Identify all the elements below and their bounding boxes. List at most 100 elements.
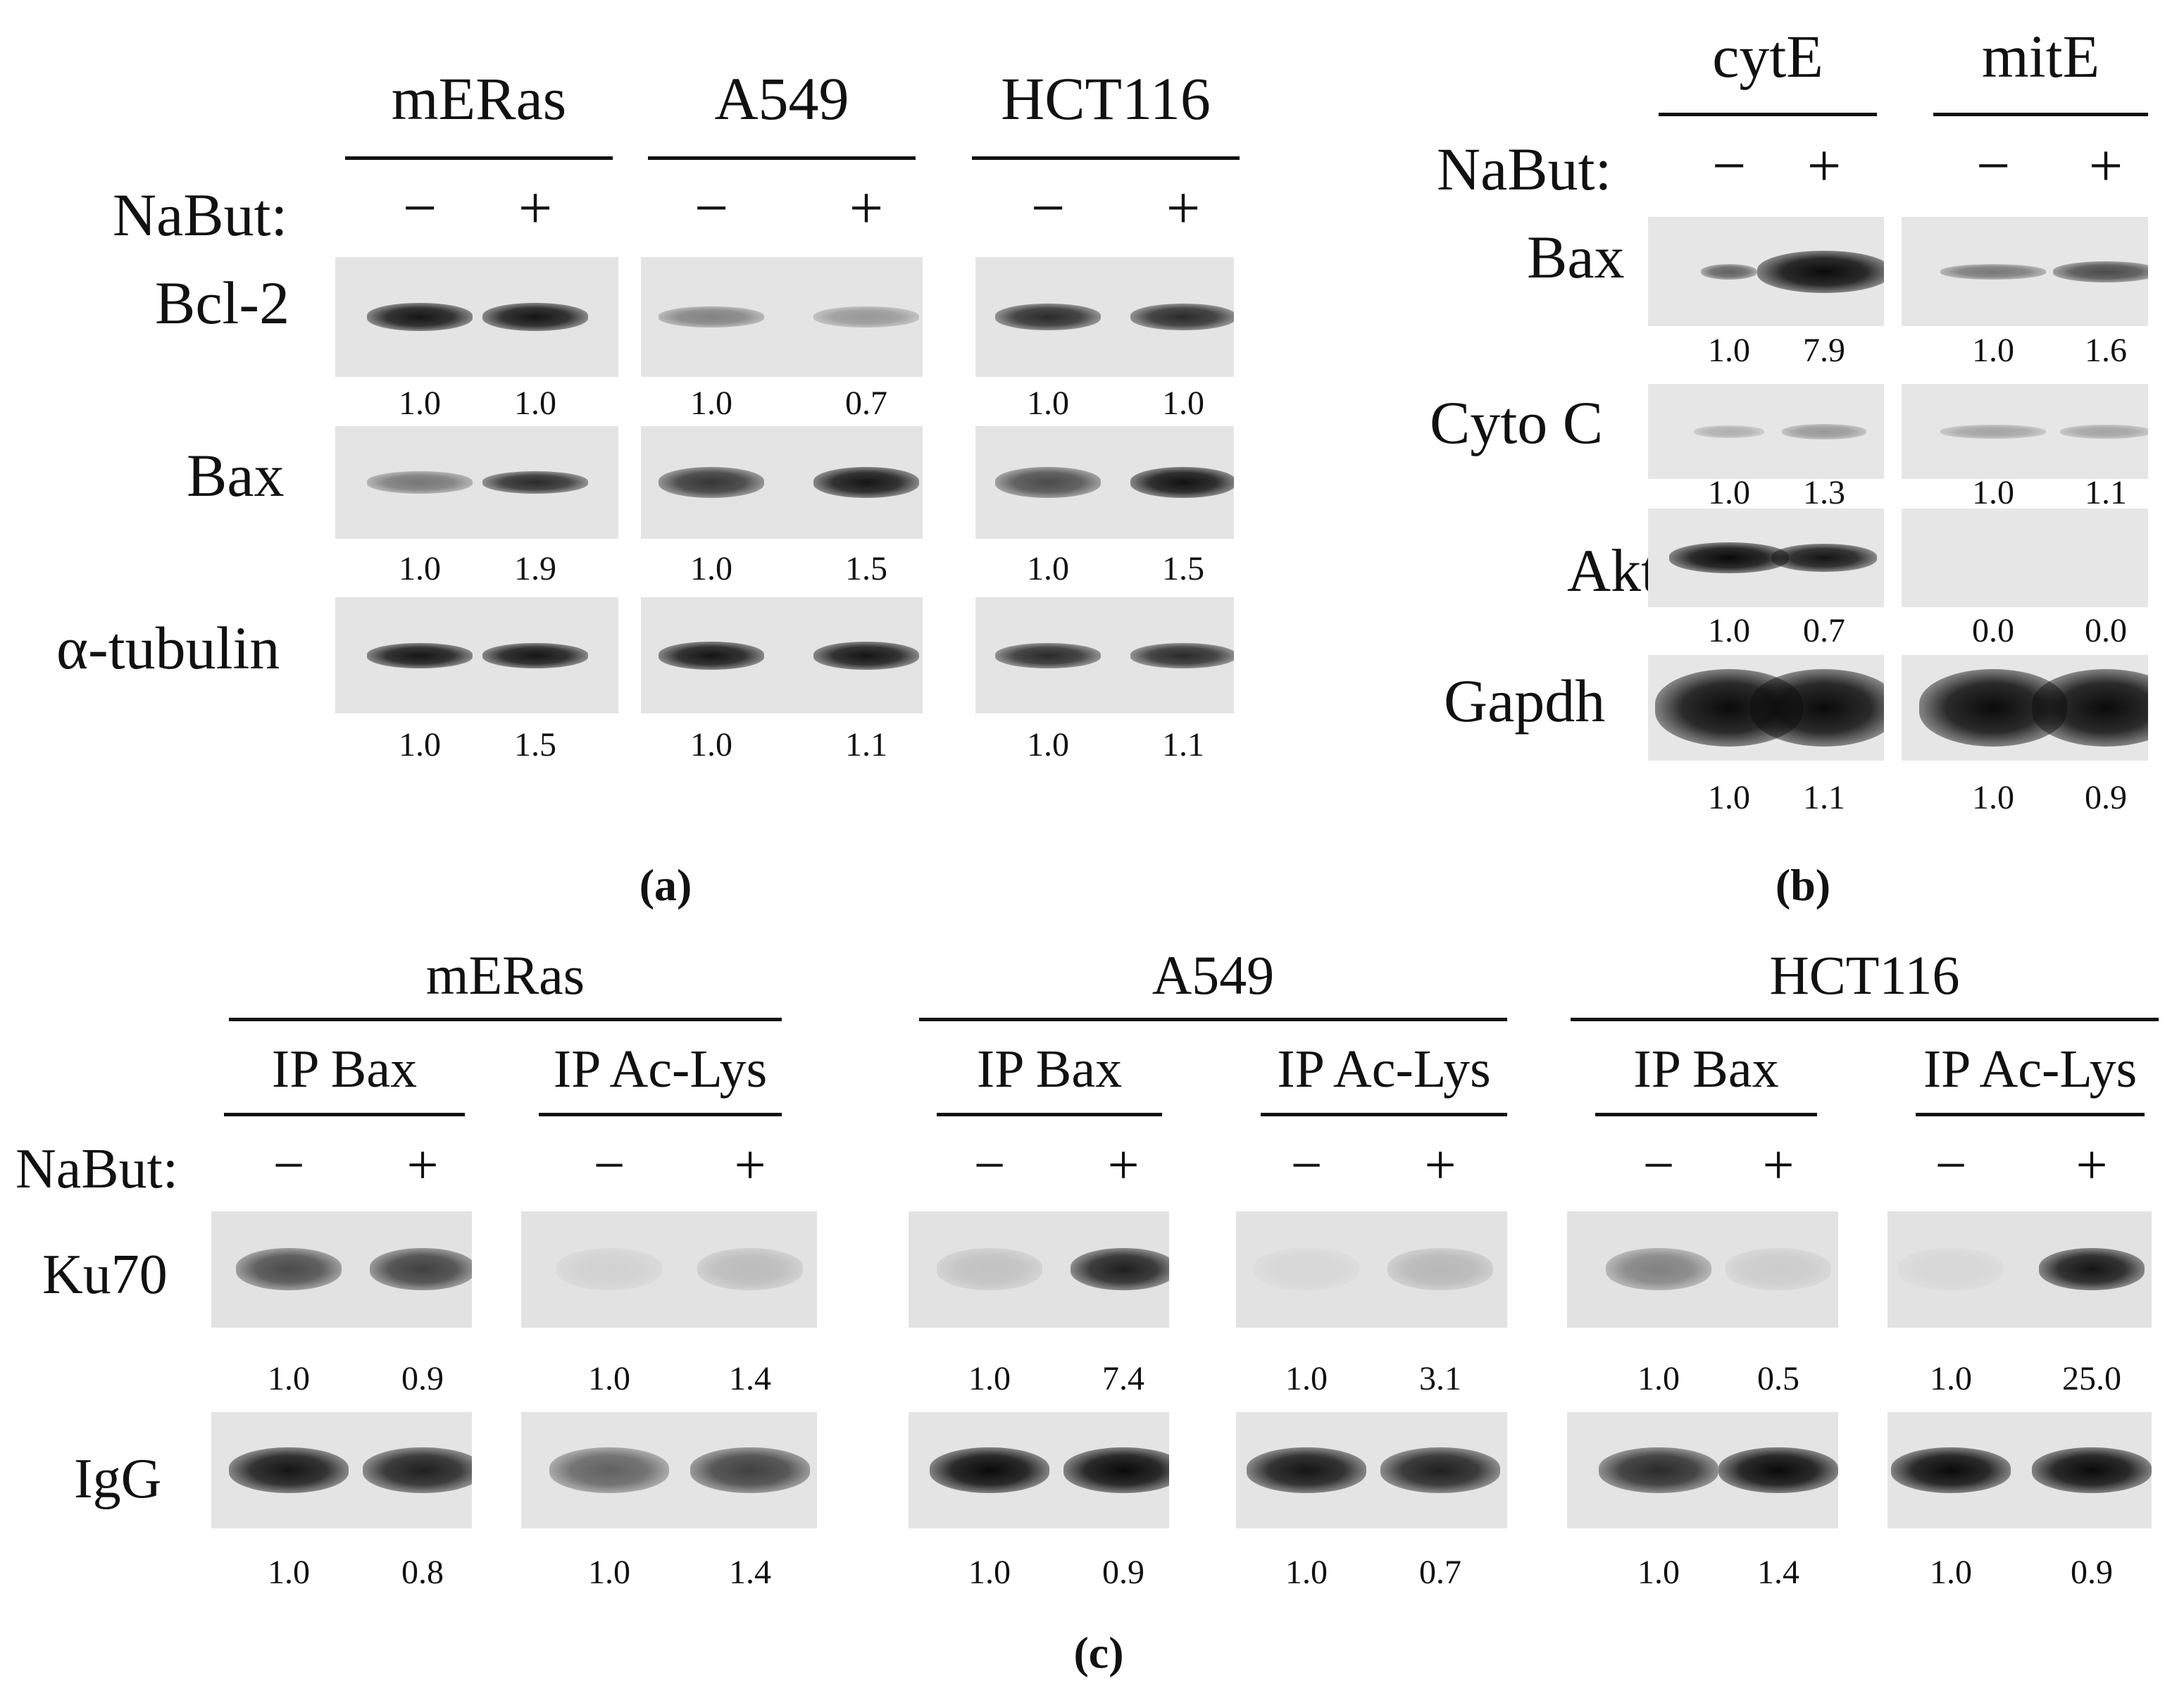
panel-b-blot-bax xyxy=(1902,217,2148,326)
panel-c-cell-line-header: A549 xyxy=(1152,944,1275,1006)
panel-c-band xyxy=(1071,1248,1169,1290)
panel-a-band xyxy=(813,641,919,670)
panel-a-blot-bcl2 xyxy=(641,257,923,377)
panel-c-band xyxy=(937,1248,1042,1290)
panel-c-ip-rule xyxy=(1595,1113,1817,1116)
panel-c-blot-igg xyxy=(909,1412,1169,1528)
panel-c-band xyxy=(2032,1447,2152,1493)
panel-b-quant-value: 1.1 xyxy=(2085,474,2127,511)
panel-b-band xyxy=(1750,669,1884,747)
panel-b-protein-label: Cyto C xyxy=(1430,389,1604,456)
panel-a-blot-bax xyxy=(975,426,1234,539)
panel-a-band xyxy=(482,642,588,668)
panel-a-band xyxy=(1130,642,1234,668)
panel-a-quant-value: 1.0 xyxy=(399,550,441,587)
panel-a-quant-value: 1.1 xyxy=(1162,726,1204,763)
panel-c-band xyxy=(1726,1248,1831,1290)
panel-b-protein-label: Akt xyxy=(1567,537,1658,604)
panel-c-band xyxy=(2039,1248,2145,1290)
panel-c-header-rule xyxy=(919,1018,1507,1021)
panel-c-blot-igg xyxy=(1567,1412,1838,1528)
panel-c-band xyxy=(1606,1248,1711,1290)
panel-c-band xyxy=(1718,1447,1838,1493)
panel-b-quant-value: 1.1 xyxy=(1803,779,1845,816)
panel-a-quant-value: 1.1 xyxy=(845,726,887,763)
panel-c-band xyxy=(549,1447,669,1493)
panel-b-minus-sign: − xyxy=(1711,132,1747,199)
panel-c-quant-value: 1.0 xyxy=(588,1554,630,1591)
panel-b-header-rule xyxy=(1933,113,2148,116)
panel-c-quant-value: 0.9 xyxy=(401,1360,444,1397)
panel-a-blot-bax xyxy=(641,426,923,539)
panel-a-quant-value: 1.0 xyxy=(690,550,732,587)
panel-a-band xyxy=(995,642,1101,668)
panel-b-blot-bax xyxy=(1648,217,1884,326)
panel-c-band xyxy=(229,1447,349,1493)
panel-a-blot-bax xyxy=(335,426,618,539)
panel-a-cell-line-header: mERas xyxy=(391,65,567,132)
panel-c-blot-igg xyxy=(1887,1412,2152,1528)
panel-c-caption: (c) xyxy=(1073,1628,1124,1678)
panel-c-quant-value: 1.0 xyxy=(268,1360,310,1397)
panel-c-band xyxy=(1063,1447,1169,1493)
panel-c-plus-sign: + xyxy=(1107,1135,1140,1197)
panel-c-quant-value: 0.7 xyxy=(1419,1554,1461,1591)
panel-c-ip-label: IP Bax xyxy=(1633,1040,1779,1099)
panel-a-quant-value: 1.0 xyxy=(1162,385,1204,422)
panel-c-ip-rule xyxy=(1261,1113,1507,1116)
panel-a-header-rule xyxy=(345,156,613,160)
panel-a-band xyxy=(367,642,473,668)
panel-b-quant-value: 1.0 xyxy=(1708,474,1750,511)
panel-c-protein-label: IgG xyxy=(74,1448,162,1510)
panel-c-minus-sign: − xyxy=(973,1135,1006,1197)
panel-c-quant-value: 0.5 xyxy=(1757,1360,1799,1397)
panel-b-plus-sign: + xyxy=(2088,132,2123,199)
panel-b-quant-value: 7.9 xyxy=(1803,332,1845,369)
panel-a-band xyxy=(1130,467,1234,498)
panel-c-blot-ku70 xyxy=(521,1211,817,1328)
panel-b-minus-sign: − xyxy=(1976,132,2011,199)
panel-a-band xyxy=(367,471,473,494)
panel-c-quant-value: 1.0 xyxy=(268,1554,310,1591)
panel-c-quant-value: 1.0 xyxy=(1637,1360,1680,1397)
panel-b-quant-value: 0.0 xyxy=(2085,612,2127,649)
panel-c-quant-value: 1.0 xyxy=(1930,1360,1972,1397)
panel-c-band xyxy=(697,1248,803,1290)
panel-a-quant-value: 0.7 xyxy=(845,385,887,422)
panel-a-quant-value: 1.0 xyxy=(1027,385,1069,422)
panel-a-minus-sign: − xyxy=(1030,174,1066,242)
panel-b-plus-sign: + xyxy=(1807,132,1842,199)
panel-c-quant-value: 1.4 xyxy=(729,1554,771,1591)
panel-a-quant-value: 1.5 xyxy=(1162,550,1204,587)
panel-c-ip-label: IP Ac-Lys xyxy=(1923,1040,2138,1099)
panel-a-caption: (a) xyxy=(639,860,692,910)
panel-c-plus-sign: + xyxy=(1424,1135,1456,1197)
panel-b-blot-cytoc xyxy=(1648,384,1884,479)
panel-c-blot-ku70 xyxy=(1887,1211,2152,1328)
panel-a-band xyxy=(482,303,588,331)
panel-b-fraction-header: mitE xyxy=(1981,23,2100,90)
panel-b-band xyxy=(2032,669,2148,747)
panel-a-header-rule xyxy=(648,156,916,160)
panel-b-blot-cytoc xyxy=(1902,384,2148,479)
panel-c-blot-ku70 xyxy=(1567,1211,1838,1328)
panel-c-header-rule xyxy=(1571,1018,2159,1021)
panel-b-blot-gapdh xyxy=(1648,655,1884,761)
panel-c-quant-value: 1.0 xyxy=(1285,1360,1328,1397)
panel-c-band xyxy=(236,1248,342,1290)
panel-c-quant-value: 0.9 xyxy=(2071,1554,2113,1591)
panel-b-quant-value: 1.6 xyxy=(2085,332,2127,369)
panel-b-quant-value: 1.0 xyxy=(1972,474,2014,511)
panel-b-blot-akt xyxy=(1902,509,2148,607)
panel-b-quant-value: 1.0 xyxy=(1708,779,1750,816)
panel-b-band xyxy=(2053,261,2148,282)
panel-c-blot-ku70 xyxy=(211,1211,472,1328)
panel-c-minus-sign: − xyxy=(1935,1135,1967,1197)
panel-b-band xyxy=(1757,250,1884,293)
panel-a-quant-value: 1.0 xyxy=(690,726,732,763)
panel-c-band xyxy=(1891,1447,2011,1493)
panel-b-header-rule xyxy=(1659,113,1877,116)
panel-a-band xyxy=(482,471,588,494)
panel-c-ip-rule xyxy=(1916,1113,2145,1116)
panel-b-quant-value: 1.0 xyxy=(1972,332,2014,369)
